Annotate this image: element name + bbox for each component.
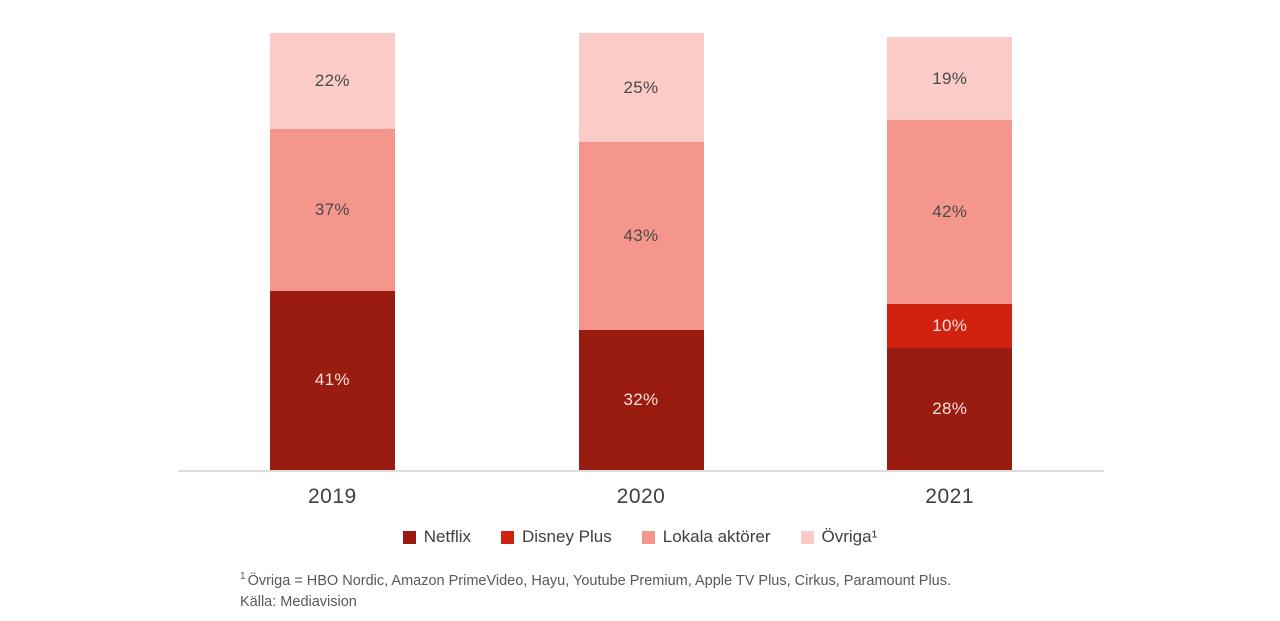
- segment-value-label: 41%: [314, 370, 350, 390]
- plot-area: 41% 37% 22% 2019 32% 43% 25% 2020 28% 10% 42% 19% 20…: [178, 33, 1104, 508]
- segment-disney-plus-2021: 10%: [887, 303, 1013, 348]
- legend-item-lokala-akt-rer: Lokala aktörer: [641, 527, 771, 547]
- segment-value-label: 32%: [623, 390, 659, 410]
- legend-label-netflix: Netflix: [423, 527, 471, 546]
- legend-item-disney-plus: Disney Plus: [501, 527, 612, 547]
- legend-swatch-icon: [641, 530, 655, 544]
- stacked-bar-2019: 41% 37% 22%: [269, 33, 395, 470]
- x-axis-line: [178, 470, 1104, 472]
- footnote-line-2: Källa: Mediavision: [240, 593, 357, 610]
- segment-vriga-2021: 19%: [887, 37, 1013, 121]
- segment-netflix-2021: 28%: [887, 347, 1013, 470]
- segment-value-label: 25%: [623, 77, 659, 97]
- segment-lokala-akt-rer-2019: 37%: [269, 129, 395, 291]
- legend-swatch-icon: [501, 530, 514, 544]
- x-tick-label-2020: 2020: [616, 485, 666, 508]
- footnote-superscript: 1: [240, 571, 246, 582]
- segment-lokala-akt-rer-2021: 42%: [887, 120, 1013, 304]
- segment-value-label: 43%: [623, 226, 659, 246]
- footnote: 1 Övriga = HBO Nordic, Amazon PrimeVideo,…: [240, 566, 951, 613]
- legend-label-vriga: Övriga¹: [821, 527, 878, 546]
- footnote-text-1: Övriga = HBO Nordic, Amazon PrimeVideo, …: [247, 572, 952, 589]
- segment-netflix-2020: 32%: [578, 330, 704, 470]
- legend-label-lokala-akt-rer: Lokala aktörer: [662, 527, 771, 546]
- segment-vriga-2020: 25%: [578, 33, 704, 143]
- stacked-bar-2020: 32% 43% 25%: [578, 33, 704, 470]
- legend-item-vriga: Övriga¹: [800, 527, 878, 547]
- footnote-line-1: 1 Övriga = HBO Nordic, Amazon PrimeVideo,…: [240, 566, 951, 592]
- x-tick-label-2019: 2019: [307, 485, 357, 508]
- segment-netflix-2019: 41%: [269, 290, 395, 470]
- legend-swatch-icon: [800, 530, 814, 544]
- segment-value-label: 19%: [932, 68, 968, 88]
- segment-value-label: 10%: [932, 315, 968, 335]
- legend: Netflix Disney Plus Lokala aktörer Övriga¹: [0, 527, 1280, 547]
- stacked-bar-2021: 28% 10% 42% 19%: [887, 37, 1013, 470]
- segment-value-label: 37%: [314, 200, 350, 219]
- x-tick-label-2021: 2021: [925, 485, 975, 508]
- segment-value-label: 42%: [932, 202, 968, 222]
- segment-lokala-akt-rer-2020: 43%: [578, 142, 704, 331]
- legend-item-netflix: Netflix: [402, 527, 471, 547]
- segment-value-label: 28%: [932, 398, 968, 418]
- legend-swatch-icon: [402, 530, 416, 544]
- segment-vriga-2019: 22%: [269, 33, 395, 130]
- legend-label-disney-plus: Disney Plus: [522, 527, 612, 546]
- segment-value-label: 22%: [314, 71, 350, 91]
